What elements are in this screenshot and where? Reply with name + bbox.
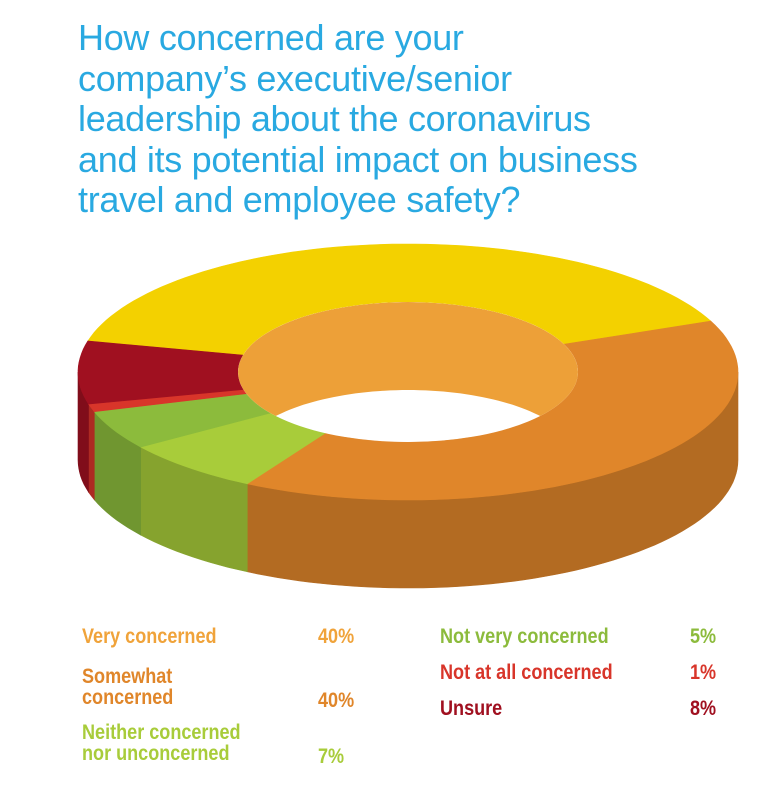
- legend-label-2: Neither concerned nor unconcerned: [82, 721, 241, 765]
- legend-value-2: 7%: [318, 745, 345, 768]
- legend-label-0: Very concerned: [82, 625, 217, 648]
- legend-label-1: Somewhat concerned: [82, 665, 174, 709]
- donut-inner-wall-face: [238, 302, 578, 442]
- donut-slice-5: [77, 340, 244, 405]
- chart-title: How concerned are your company’s executi…: [78, 17, 638, 220]
- donut-inner-wall: [238, 302, 578, 442]
- legend-label-3: Not very concerned: [440, 625, 609, 648]
- donut-chart: [77, 243, 739, 589]
- donut-side-4: [88, 403, 95, 501]
- legend-value-4: 1%: [690, 661, 717, 684]
- donut-side-walls: [77, 371, 739, 589]
- legend-label-4: Not at all concerned: [440, 661, 613, 684]
- legend-value-3: 5%: [690, 625, 717, 648]
- legend-label-5: Unsure: [440, 697, 503, 720]
- legend-value-0: 40%: [318, 625, 355, 648]
- legend-value-5: 8%: [690, 697, 717, 720]
- legend-value-1: 40%: [318, 689, 355, 712]
